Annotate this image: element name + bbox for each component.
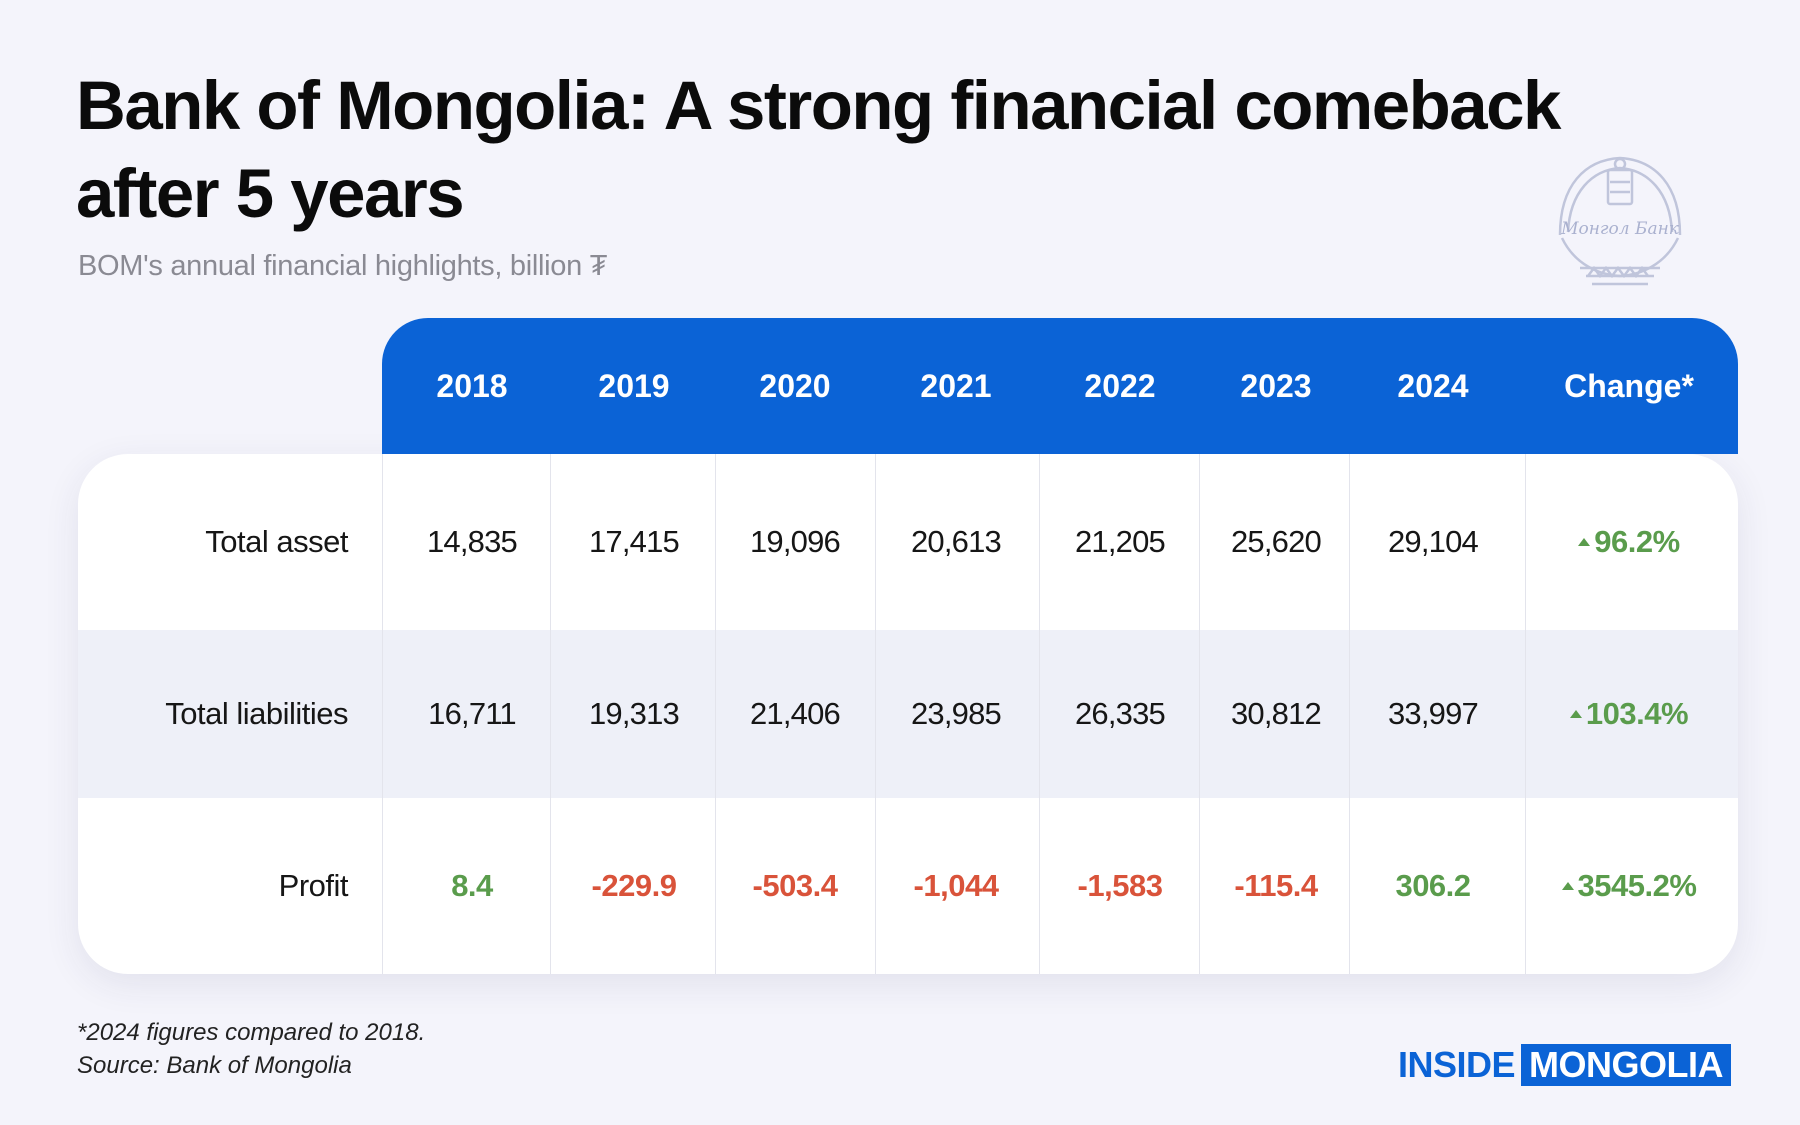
column-divider bbox=[382, 454, 383, 974]
table-cell: -503.4 bbox=[752, 868, 838, 903]
table-cell: 19,096 bbox=[749, 524, 841, 559]
table-cell: 26,335 bbox=[1074, 696, 1166, 731]
table-cell: 306.2 bbox=[1395, 868, 1471, 903]
column-header-2019: 2019 bbox=[598, 368, 670, 404]
column-header-2021: 2021 bbox=[920, 368, 992, 404]
up-arrow-icon bbox=[1561, 882, 1574, 890]
change-value: 3545.2% bbox=[1577, 868, 1697, 903]
table-cell: -1,044 bbox=[913, 868, 999, 903]
table-cell: 23,985 bbox=[910, 696, 1002, 731]
table-cell: -1,583 bbox=[1077, 868, 1163, 903]
column-divider bbox=[715, 454, 716, 974]
table-row: Total asset 14,835 17,415 19,096 20,613 21,20… bbox=[78, 454, 1738, 630]
chart-title: Bank of Mongolia: A strong financial com… bbox=[76, 67, 1561, 232]
row-label: Profit bbox=[278, 868, 349, 903]
up-arrow-icon bbox=[1578, 538, 1591, 546]
column-header-2023: 2023 bbox=[1240, 368, 1312, 404]
table-cell: 30,812 bbox=[1230, 696, 1322, 731]
table-cell: -229.9 bbox=[591, 868, 677, 903]
change-value: 96.2% bbox=[1594, 524, 1680, 559]
table-cell: 29,104 bbox=[1387, 524, 1479, 559]
footnote-note: *2024 figures compared to 2018. bbox=[77, 1019, 426, 1046]
footnote: *2024 figures compared to 2018. Source: … bbox=[77, 1016, 425, 1082]
change-cell: 103.4% bbox=[1519, 630, 1738, 798]
table-cell: 21,205 bbox=[1074, 524, 1166, 559]
table-cell: 14,835 bbox=[426, 524, 518, 559]
row-label: Total liabilities bbox=[165, 696, 348, 731]
data-table: Total asset 14,835 17,415 19,096 20,613 21,20… bbox=[78, 454, 1738, 974]
table-cell: 16,711 bbox=[428, 696, 517, 731]
table-row: Total liabilities 16,711 19,313 21,406 23,98… bbox=[78, 630, 1738, 798]
footnote-source: Source: Bank of Mongolia bbox=[77, 1052, 352, 1079]
table-cell: -115.4 bbox=[1234, 868, 1318, 903]
column-header-2018: 2018 bbox=[436, 368, 508, 404]
column-divider bbox=[1525, 454, 1526, 974]
change-value: 103.4% bbox=[1585, 696, 1689, 731]
table-cell: 21,406 bbox=[749, 696, 841, 731]
seal-text: Монгол Банк bbox=[1560, 219, 1680, 239]
up-arrow-icon bbox=[1569, 710, 1582, 718]
column-header-2022: 2022 bbox=[1084, 368, 1156, 404]
table-cell: 17,415 bbox=[588, 524, 680, 559]
column-divider bbox=[1349, 454, 1350, 974]
brand-part1: INSIDE bbox=[1398, 1044, 1516, 1085]
column-divider bbox=[1039, 454, 1040, 974]
row-label: Total asset bbox=[205, 524, 348, 559]
chart-subtitle: BOM's annual financial highlights, billi… bbox=[78, 250, 608, 282]
table-row: Profit 8.4 -229.9 -503.4 -1,044 -1,583 -115.4 3… bbox=[78, 798, 1738, 974]
table-header: 2018 2019 2020 2021 2022 2023 2024 Change* bbox=[382, 318, 1738, 454]
table-cell: 20,613 bbox=[910, 524, 1002, 559]
column-header-2024: 2024 bbox=[1397, 368, 1469, 404]
inside-mongolia-logo: INSIDE MONGOLIA bbox=[1398, 1044, 1732, 1086]
change-cell: 3545.2% bbox=[1519, 798, 1738, 974]
table-cell: 19,313 bbox=[588, 696, 680, 731]
table-cell: 33,997 bbox=[1387, 696, 1479, 731]
change-cell: 96.2% bbox=[1519, 454, 1738, 630]
brand-part2: MONGOLIA bbox=[1521, 1044, 1732, 1086]
column-divider bbox=[1199, 454, 1200, 974]
column-divider bbox=[875, 454, 876, 974]
table-cell: 8.4 bbox=[451, 868, 493, 903]
column-divider bbox=[550, 454, 551, 974]
table-cell: 25,620 bbox=[1230, 524, 1322, 559]
column-header-2020: 2020 bbox=[759, 368, 831, 404]
bank-of-mongolia-seal-icon: Монгол Банк bbox=[1558, 156, 1682, 286]
column-header-change: Change* bbox=[1564, 368, 1694, 404]
